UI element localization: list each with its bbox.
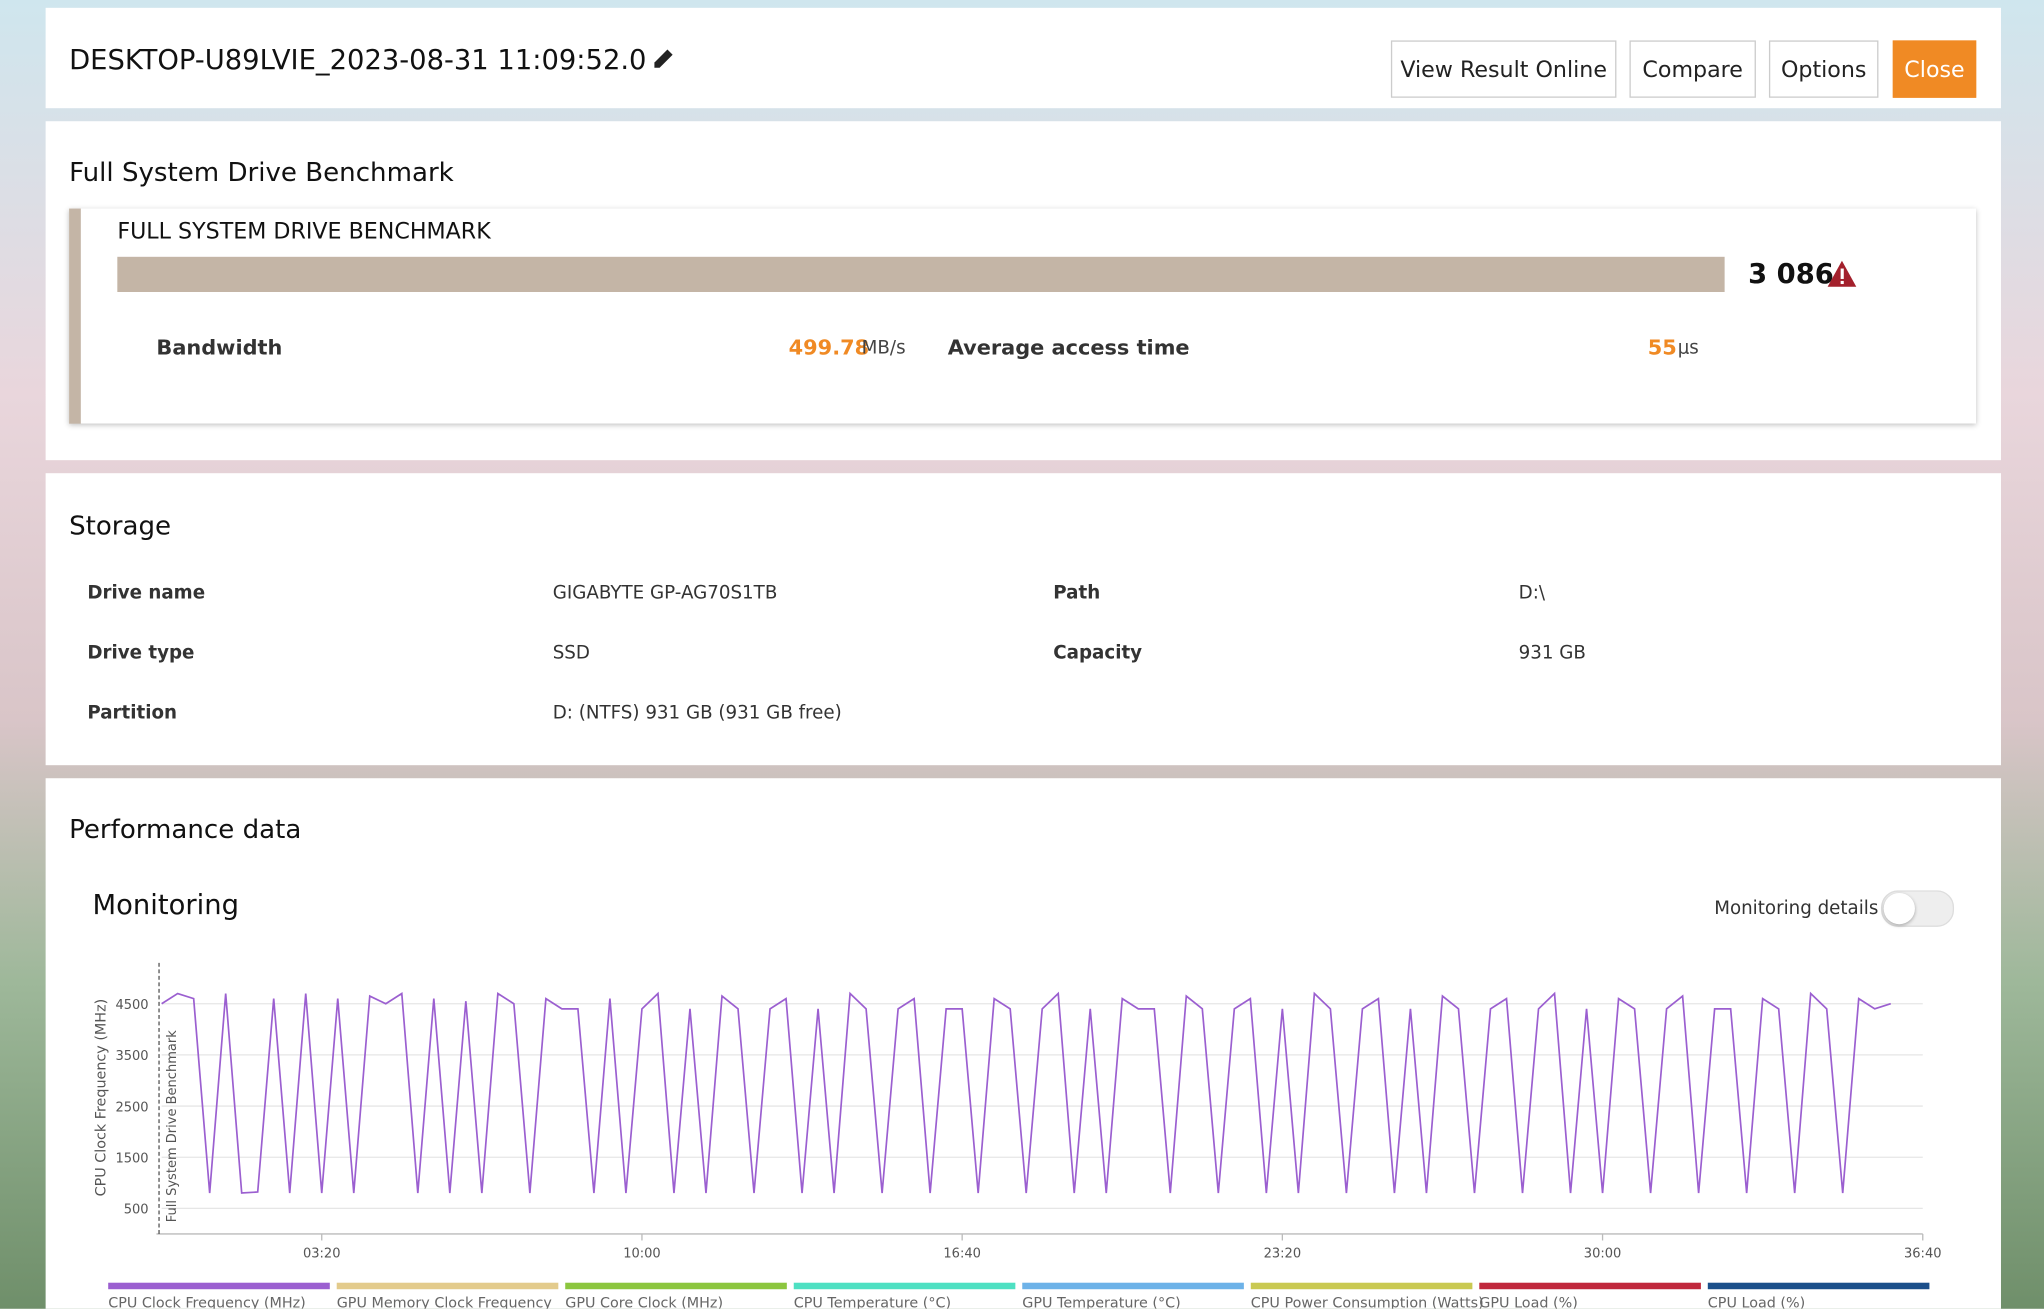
legend-label: CPU Load (%): [1708, 1295, 1805, 1308]
access-value: 55: [1647, 335, 1677, 360]
legend-label: GPU Temperature (°C): [1022, 1295, 1180, 1308]
x-tick-label: 16:40: [943, 1246, 981, 1261]
toggle-label: Monitoring details: [1714, 898, 1879, 920]
legend-swatch: [1707, 1282, 1930, 1290]
field-label: Partition: [87, 702, 178, 724]
monitoring-heading: Monitoring: [92, 889, 239, 921]
result-title: DESKTOP-U89LVIE_2023-08-31 11:09:52.0: [69, 44, 647, 76]
header: DESKTOP-U89LVIE_2023-08-31 11:09:52.0 Vi…: [45, 7, 2001, 109]
y-tick-label: 500: [124, 1203, 149, 1218]
options-button[interactable]: Options: [1768, 40, 1879, 98]
x-tick-label: 03:20: [303, 1246, 341, 1261]
field-value: SSD: [552, 642, 590, 664]
x-tick-label: 23:20: [1264, 1246, 1302, 1261]
storage-panel: Storage Drive name GIGABYTE GP-AG70S1TB …: [45, 473, 2001, 766]
access-unit: μs: [1677, 337, 1699, 359]
score: 3 086: [1748, 258, 1834, 290]
field-label: Capacity: [1053, 642, 1143, 664]
field-value: D: (NTFS) 931 GB (931 GB free): [552, 702, 842, 724]
edit-icon[interactable]: [652, 47, 675, 70]
legend-swatch: [1479, 1282, 1701, 1290]
field-label: Drive type: [87, 642, 195, 664]
card-title: FULL SYSTEM DRIVE BENCHMARK: [117, 218, 491, 246]
section-heading: Full System Drive Benchmark: [69, 156, 454, 188]
warning-icon[interactable]: [1826, 259, 1857, 288]
bandwidth-value: 499.78: [788, 335, 870, 360]
legend-label: CPU Power Consumption (Watts): [1251, 1295, 1484, 1308]
section-heading: Storage: [69, 509, 172, 541]
legend-swatch: [1022, 1282, 1244, 1290]
legend-swatch: [793, 1282, 1016, 1290]
field-value: 931 GB: [1518, 642, 1586, 664]
benchmark-annotation: Full System Drive Benchmark: [165, 1030, 180, 1222]
benchmark-panel: Full System Drive Benchmark FULL SYSTEM …: [45, 121, 2001, 461]
legend-swatch: [336, 1282, 559, 1290]
view-online-button[interactable]: View Result Online: [1390, 40, 1617, 98]
legend-label: GPU Load (%): [1479, 1295, 1578, 1308]
legend-label: GPU Core Clock (MHz): [565, 1295, 723, 1308]
details-toggle[interactable]: [1881, 890, 1955, 927]
legend-label: CPU Temperature (°C): [794, 1295, 951, 1308]
field-value: GIGABYTE GP-AG70S1TB: [552, 582, 778, 604]
access-label: Average access time: [947, 335, 1190, 360]
y-tick-label: 2500: [115, 1100, 148, 1115]
field-label: Drive name: [87, 582, 206, 604]
legend-label: CPU Clock Frequency (MHz): [108, 1295, 306, 1308]
section-heading: Performance data: [69, 813, 302, 845]
field-value: D:\: [1518, 582, 1546, 604]
y-tick-label: 4500: [115, 998, 148, 1013]
score-bar: [117, 256, 1725, 292]
x-tick-label: 30:00: [1584, 1246, 1622, 1261]
x-tick-label: 36:40: [1904, 1246, 1942, 1261]
legend-swatch: [1250, 1282, 1473, 1290]
x-tick-label: 10:00: [623, 1246, 661, 1261]
field-label: Path: [1053, 582, 1101, 604]
benchmark-card: FULL SYSTEM DRIVE BENCHMARK 3 086 Bandwi…: [69, 208, 1976, 424]
legend-swatch: [108, 1282, 330, 1290]
data-line: [161, 991, 1892, 1194]
y-tick-label: 3500: [115, 1049, 148, 1064]
performance-panel: Performance data Monitoring Monitoring d…: [45, 778, 2001, 1309]
bandwidth-label: Bandwidth: [156, 335, 283, 360]
bandwidth-unit: MB/s: [861, 337, 906, 359]
legend-label: GPU Memory Clock Frequency: [337, 1295, 553, 1308]
y-axis-label: CPU Clock Frequency (MHz): [94, 999, 110, 1197]
legend-swatch: [565, 1282, 787, 1290]
y-tick-label: 1500: [115, 1151, 148, 1166]
close-button[interactable]: Close: [1892, 40, 1977, 98]
compare-button[interactable]: Compare: [1629, 40, 1756, 98]
